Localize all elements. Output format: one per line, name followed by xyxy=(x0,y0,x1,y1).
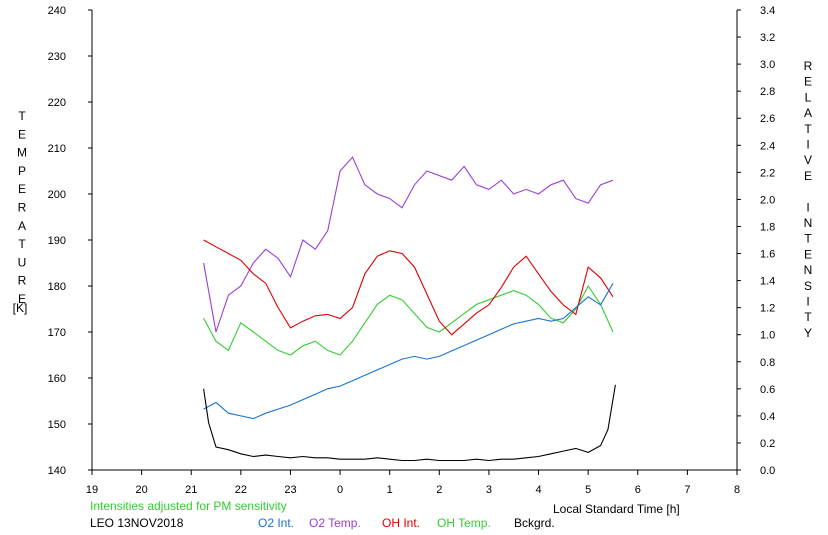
y-right-title-letter: T xyxy=(804,122,812,136)
legend-label: OH Int. xyxy=(382,516,421,530)
x-tick-label: 8 xyxy=(734,484,740,496)
y-right-tick-label: 0.4 xyxy=(760,411,775,423)
y-right-title-letter: N xyxy=(804,263,813,277)
legend-o2-int: O2 Int. xyxy=(258,516,294,530)
y-right-tick-label: 1.8 xyxy=(760,221,775,233)
y-left-title-letter: E xyxy=(18,182,26,196)
y-right-tick-label: 3.4 xyxy=(760,5,775,17)
y-right-tick-label: 0.8 xyxy=(760,357,775,369)
x-tick-label: 21 xyxy=(185,484,197,496)
y-right-title-letter: E xyxy=(804,169,812,183)
x-tick-label: 19 xyxy=(86,484,98,496)
y-left-tick-label: 190 xyxy=(48,235,66,247)
y-left-title-letter: R xyxy=(18,274,27,288)
y-left-tick-label: 210 xyxy=(48,143,66,155)
x-tick-label: 20 xyxy=(135,484,147,496)
legend-o2-temp: O2 Temp. xyxy=(309,516,361,530)
legend-bckgrd: Bckgrd. xyxy=(514,516,555,530)
y-left-tick-label: 220 xyxy=(48,97,66,109)
x-tick-label: 1 xyxy=(387,484,393,496)
series-oh-int xyxy=(203,239,614,336)
y-right-tick-label: 1.4 xyxy=(760,276,775,288)
y-right-title-letter: E xyxy=(804,75,812,89)
series-oh-temp xyxy=(203,284,614,356)
legend-oh-int: OH Int. xyxy=(382,516,420,530)
y-right-tick-label: 2.4 xyxy=(760,140,775,152)
y-left-tick-label: 200 xyxy=(48,189,66,201)
y-right-title-letter: R xyxy=(804,59,813,73)
y-right-title-letter: E xyxy=(804,247,812,261)
y-right-tick-label: 1.2 xyxy=(760,303,775,315)
x-tick-label: 4 xyxy=(535,484,541,496)
y-right-tick-label: 1.0 xyxy=(760,330,775,342)
y-right-tick-label: 1.6 xyxy=(760,249,775,261)
y-left-title-letter: U xyxy=(18,255,27,269)
y-left-title-letter: M xyxy=(17,146,27,160)
y-right-tick-label: 2.0 xyxy=(760,194,775,206)
y-right-title-letter: A xyxy=(804,106,812,120)
y-left-title-letter: E xyxy=(18,127,26,141)
y-right-tick-label: 3.2 xyxy=(760,32,775,44)
x-tick-label: 0 xyxy=(337,484,343,496)
y-right-title-letter: S xyxy=(804,279,812,293)
y-right-tick-label: 0.6 xyxy=(760,384,775,396)
y-right-title-letter: I xyxy=(806,138,809,152)
x-tick-label: 7 xyxy=(684,484,690,496)
legend-label: Bckgrd. xyxy=(514,516,555,530)
series-o2-temp xyxy=(203,156,614,333)
y-right-tick-label: 2.8 xyxy=(760,86,775,98)
station-date: LEO 13NOV2018 xyxy=(90,516,184,530)
y-right-tick-label: 0.2 xyxy=(760,438,775,450)
legend-label: O2 Temp. xyxy=(309,516,361,530)
y-left-title-letter: T xyxy=(18,237,26,251)
x-tick-label: 6 xyxy=(635,484,641,496)
y-left-title-letter: E xyxy=(18,292,26,306)
legend-oh-temp: OH Temp. xyxy=(437,516,491,530)
y-right-tick-label: 2.6 xyxy=(760,113,775,125)
y-right-title-letter: N xyxy=(804,216,813,230)
series-o2-int xyxy=(203,283,614,420)
x-tick-label: 23 xyxy=(284,484,296,496)
y-left-unit: [K] xyxy=(13,301,28,315)
y-left-tick-label: 160 xyxy=(48,373,66,385)
y-right-title-letter: T xyxy=(804,232,812,246)
y-left-tick-label: 170 xyxy=(48,327,66,339)
y-right-title-letter: L xyxy=(805,90,812,104)
y-left-title-letter: T xyxy=(18,109,26,123)
y-right-title-letter: I xyxy=(806,295,809,309)
x-tick-label: 5 xyxy=(585,484,591,496)
series-bckgrd xyxy=(203,384,616,462)
x-tick-label: 22 xyxy=(235,484,247,496)
x-axis-title: Local Standard Time [h] xyxy=(553,502,680,516)
sensitivity-note: Intensities adjusted for PM sensitivity xyxy=(90,499,287,513)
x-tick-label: 3 xyxy=(486,484,492,496)
y-left-tick-label: 140 xyxy=(48,465,66,477)
y-left-title-letter: P xyxy=(18,164,26,178)
y-right-tick-label: 0.0 xyxy=(760,465,775,477)
y-left-tick-label: 230 xyxy=(48,51,66,63)
y-right-title-letter: V xyxy=(804,153,812,167)
legend-label: OH Temp. xyxy=(437,516,491,530)
y-left-tick-label: 150 xyxy=(48,419,66,431)
y-left-title-letter: R xyxy=(18,201,27,215)
y-right-tick-label: 3.0 xyxy=(760,59,775,71)
y-right-title-letter: I xyxy=(806,200,809,214)
y-left-title-letter: A xyxy=(18,219,26,233)
x-tick-label: 2 xyxy=(436,484,442,496)
y-right-title-letter: Y xyxy=(804,326,812,340)
y-left-tick-label: 180 xyxy=(48,281,66,293)
y-left-tick-label: 240 xyxy=(48,5,66,17)
y-right-title-letter: T xyxy=(804,310,812,324)
y-right-tick-label: 2.2 xyxy=(760,167,775,179)
legend-label: O2 Int. xyxy=(258,516,295,530)
